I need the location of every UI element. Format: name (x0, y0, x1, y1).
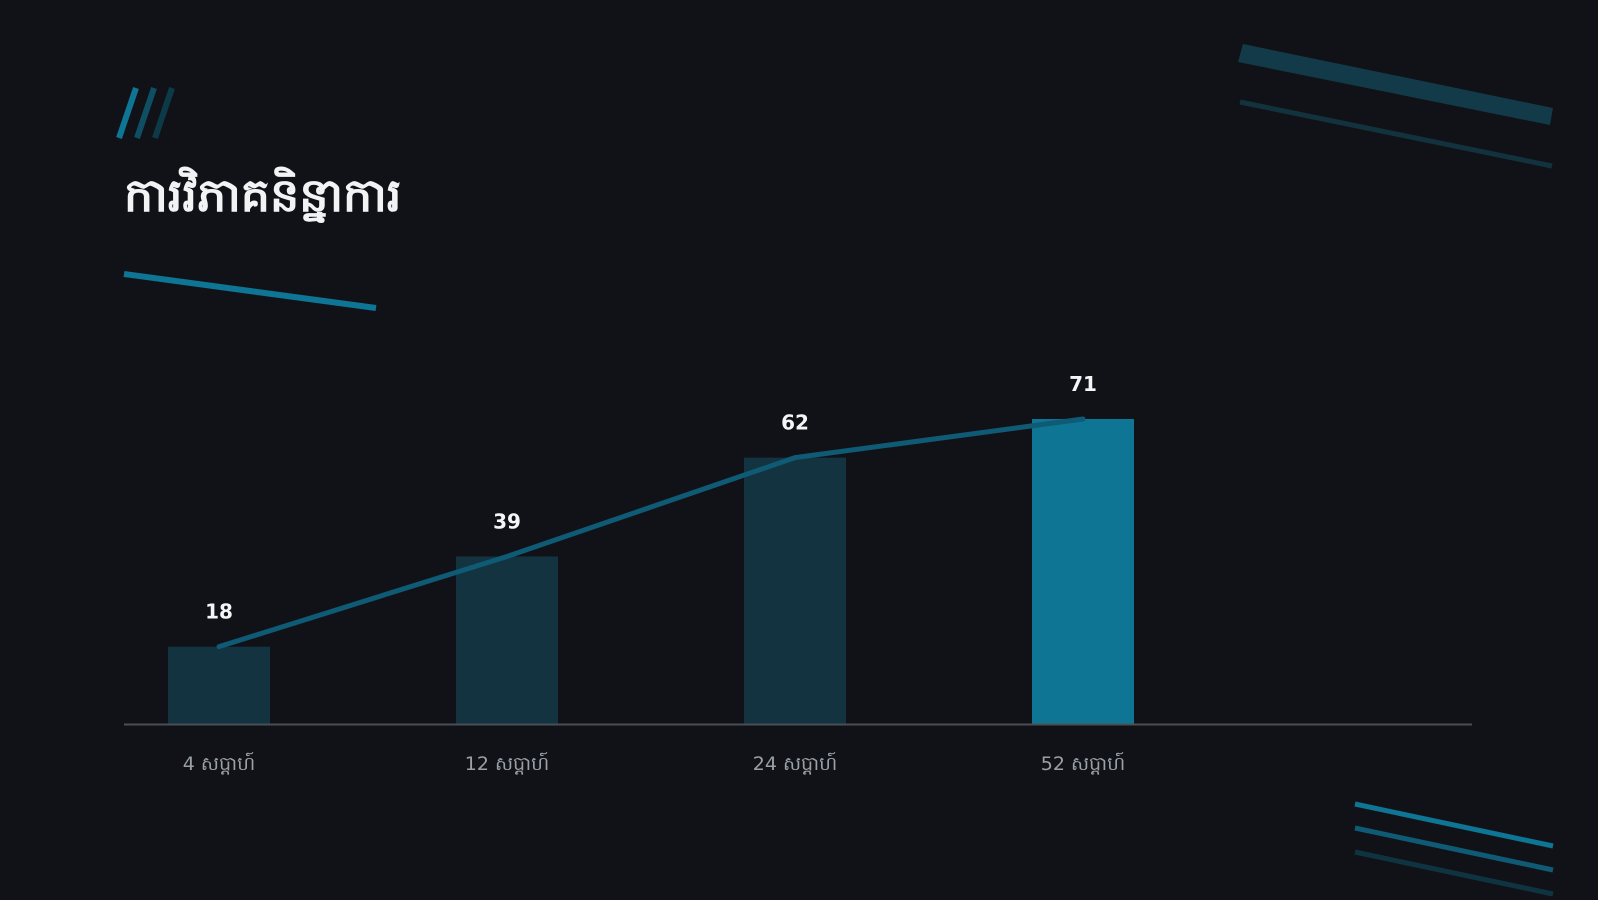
accent-stripe-wide (1238, 44, 1553, 125)
bar-3 (744, 457, 846, 724)
accent-stripe-bottom-2 (1354, 825, 1554, 873)
page-title: ការវិភាគនិន្នាការ (124, 168, 402, 222)
accent-stripe-bottom-1 (1354, 801, 1554, 849)
x-tick-label-4: 52 សប្តាហ៍ (1041, 751, 1126, 775)
accent-stripe-thin (1239, 99, 1553, 169)
data-label-2: 39 (493, 509, 521, 533)
data-label-4: 71 (1069, 372, 1097, 396)
x-tick-label-3: 24 សប្តាហ៍ (753, 751, 838, 775)
accent-stripe-bottom-3 (1354, 849, 1554, 897)
trend-line (216, 416, 1086, 650)
title-underline (123, 271, 377, 311)
accent-slash-2 (134, 87, 157, 139)
bar-4 (1032, 419, 1134, 724)
bar-1 (168, 646, 270, 724)
data-label-3: 62 (781, 411, 809, 435)
accent-slash-3 (152, 87, 175, 139)
data-label-1: 18 (205, 600, 233, 624)
bar-2 (456, 556, 558, 724)
x-tick-label-2: 12 សប្តាហ៍ (465, 751, 550, 775)
x-tick-label-1: 4 សប្តាហ៍ (183, 751, 255, 775)
accent-slash-1 (116, 87, 139, 139)
